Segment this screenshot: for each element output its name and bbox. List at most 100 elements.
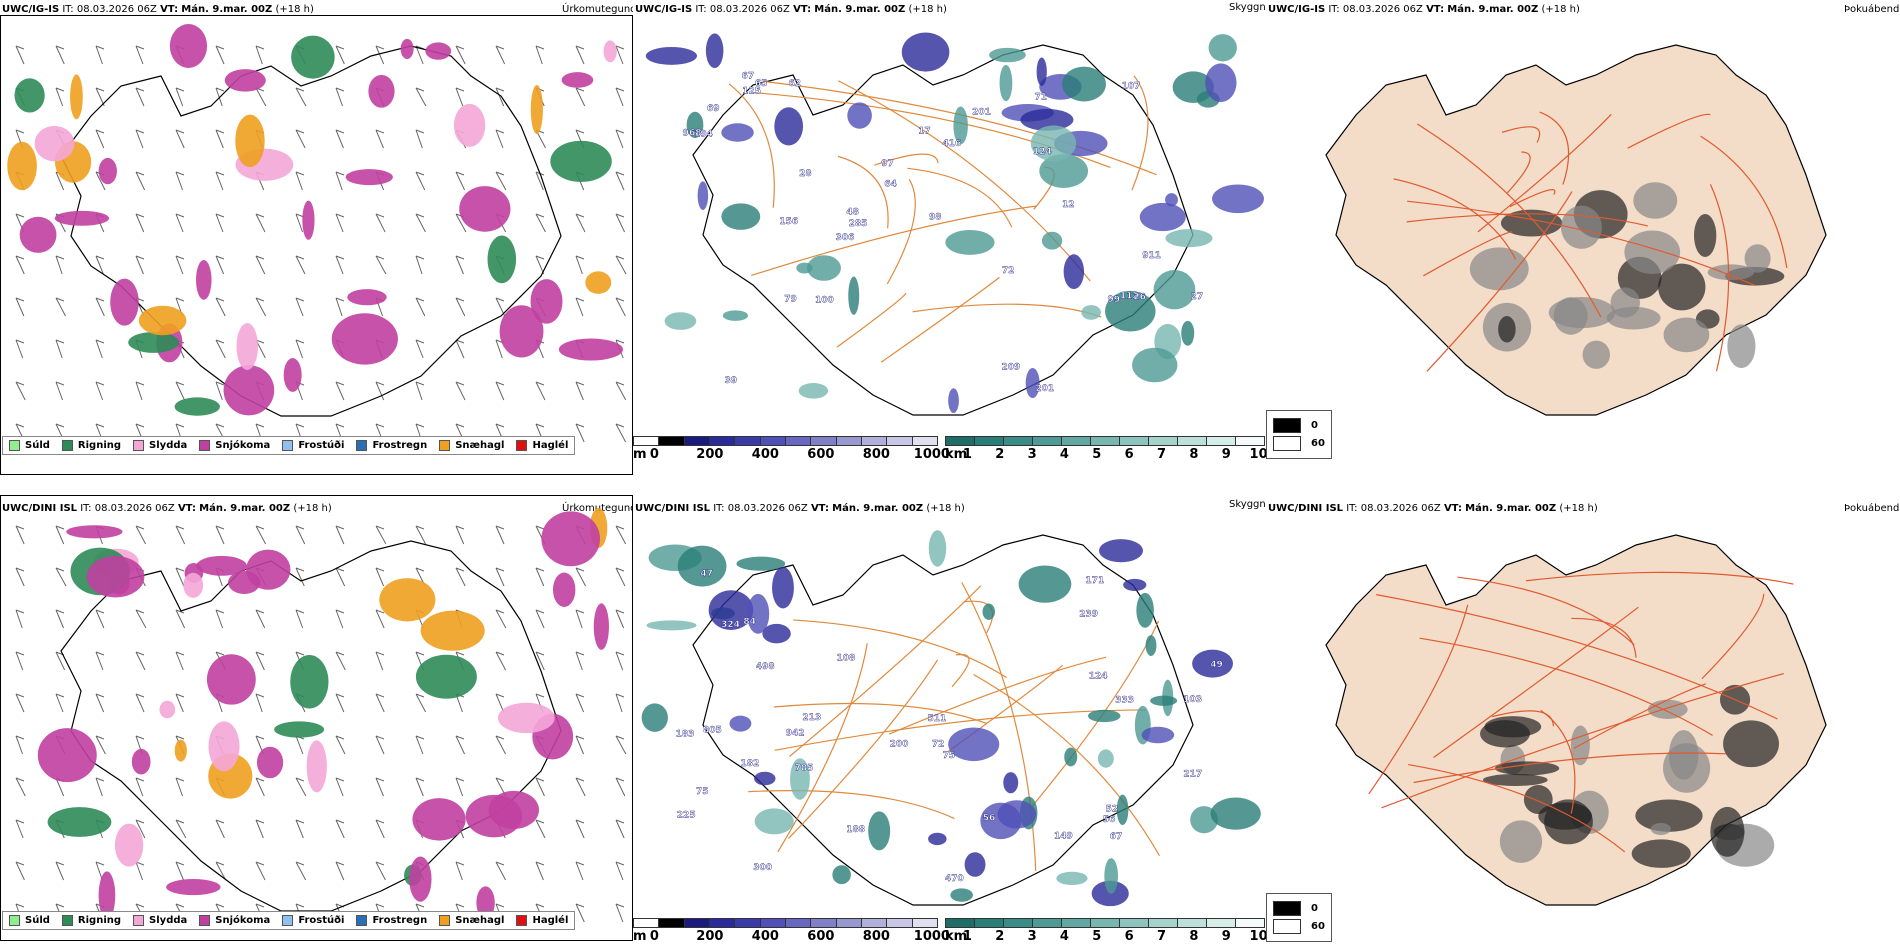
cloud-area [928, 530, 947, 567]
wind-barb [135, 525, 147, 545]
wind-barb [615, 777, 626, 797]
ceiling-colorbar: m 0 200 400 600 800 1000 [633, 918, 950, 944]
legend-item: Slydda [133, 915, 187, 926]
road-line [973, 674, 1160, 857]
wind-barb [135, 87, 145, 107]
road-line [1709, 184, 1730, 372]
road-line [888, 656, 1107, 735]
cloud-base-label: 333 [1115, 696, 1134, 706]
precip-area [379, 578, 436, 622]
cloud-area [868, 811, 891, 851]
wind-barb [15, 45, 25, 65]
wind-barb [375, 777, 385, 797]
fog-area [1484, 716, 1542, 738]
colorbar-swatch [946, 437, 975, 445]
wind-barb [375, 861, 386, 881]
wind-barb [575, 87, 586, 107]
visibility-colorbar: km 1 2 3 4 5 6 7 8 9 10 [945, 436, 1266, 462]
colorbar-swatch [1207, 437, 1236, 445]
cloud-area [1003, 772, 1019, 794]
road-line [1509, 189, 1556, 208]
colorbar-swatch [684, 919, 710, 927]
wind-barb [295, 297, 305, 317]
legend-swatch [356, 915, 368, 926]
legend-swatch [9, 440, 20, 451]
cloud-area [989, 47, 1026, 63]
colorbar-tick-label: 9 [1221, 929, 1231, 944]
cloud-area [1145, 635, 1157, 656]
wind-barb [175, 777, 185, 797]
wind-barb [455, 45, 466, 65]
legend-swatch [61, 440, 73, 451]
precip-area [283, 358, 302, 392]
wind-barb [535, 861, 545, 881]
fog-area [1663, 317, 1710, 353]
cloud-area [999, 64, 1013, 102]
colorbar-swatch [1149, 437, 1178, 445]
colorbar-swatch [946, 919, 975, 927]
road-line [886, 178, 916, 285]
wind-barb [95, 381, 105, 401]
colorbar-swatch [634, 919, 660, 927]
precip-map [0, 15, 633, 475]
wind-barb [415, 777, 425, 797]
colorbar-swatch [811, 437, 837, 445]
precip-area [206, 654, 256, 705]
fog-area [1494, 761, 1560, 776]
cloud-base-label: 112 [1120, 291, 1139, 301]
cloud-base-label: 324 [721, 620, 740, 630]
cloud-base-label: 97 [881, 159, 894, 169]
wind-barb [495, 87, 505, 107]
cloud-area [997, 800, 1037, 829]
wind-barb [215, 339, 226, 359]
cloud-area [796, 262, 813, 274]
cloud-base-label: 785 [795, 763, 814, 773]
precip-area [453, 103, 486, 147]
panel-header: UWC/IG-IS IT: 08.03.2026 06Z VT: Mán. 9.… [635, 4, 947, 15]
cloud-area [721, 203, 761, 230]
cloud-area [1097, 749, 1114, 768]
visibility-colorbar-swatches [945, 436, 1265, 446]
road-line [1407, 200, 1756, 287]
wind-barb [55, 381, 65, 401]
wind-barb [15, 297, 25, 317]
wind-barb [615, 693, 625, 713]
legend-swatch [133, 915, 145, 926]
panel-header: UWC/DINI ISL IT: 08.03.2026 06Z VT: Mán.… [2, 503, 332, 514]
fog-area [1523, 785, 1553, 815]
cloud-area [721, 123, 754, 142]
wind-barb [255, 819, 265, 839]
precip-area [224, 69, 266, 92]
fog-legend-item: 60 [1273, 436, 1325, 451]
wind-barb [15, 255, 25, 275]
cloud-base-label: 69 [707, 104, 720, 114]
wind-barb [495, 171, 507, 191]
precip-area [223, 365, 275, 416]
wind-barb [415, 297, 426, 317]
colorbar-tick-label: 200 [696, 447, 724, 462]
wind-barb [95, 609, 105, 629]
wind-barb [575, 777, 586, 797]
wind-barb [575, 423, 585, 443]
colorbar-tick-label: 3 [1027, 929, 1037, 944]
road-line [874, 153, 939, 166]
fog-legend-item: 0 [1273, 418, 1325, 433]
wind-barb [215, 129, 225, 149]
precip-area [561, 72, 594, 88]
precip-area [98, 157, 117, 185]
wind-barb [375, 45, 385, 65]
precip-area [208, 721, 240, 772]
colorbar-tick-label: 6 [1124, 929, 1134, 944]
colorbar-tick-label: 6 [1124, 447, 1134, 462]
fog-legend: 0 60 [1266, 893, 1332, 942]
wind-barb [455, 171, 466, 191]
fog-area [1548, 297, 1616, 329]
cloud-base-label: 124 [1089, 671, 1108, 681]
legend-item: Haglél [516, 440, 568, 451]
colorbar-tick-label: 600 [807, 447, 835, 462]
panel-header: UWC/DINI ISL IT: 08.03.2026 06Z VT: Mán.… [635, 503, 965, 514]
wind-barb [55, 339, 65, 359]
cloud-base-label: 107 [1122, 82, 1141, 92]
precip-area [86, 556, 145, 598]
wind-barb [415, 171, 426, 191]
